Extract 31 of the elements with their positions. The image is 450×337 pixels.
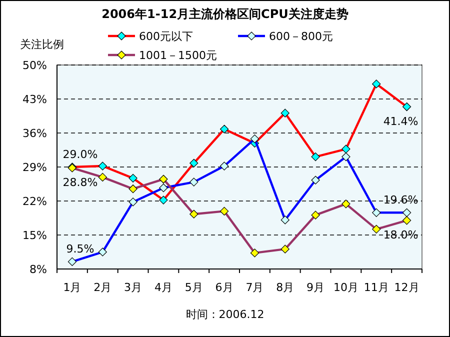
x-tick-label: 3月 <box>124 281 142 294</box>
data-label: 28.8% <box>62 176 98 189</box>
x-tick-label: 9月 <box>306 281 325 294</box>
x-tick-label: 8月 <box>276 281 294 294</box>
y-tick-label: 22% <box>22 194 47 208</box>
data-label: 29.0% <box>62 148 98 161</box>
y-tick-label: 43% <box>22 92 47 106</box>
x-tick-label: 4月 <box>154 281 172 294</box>
chart-title: 2006年1-12月主流价格区间CPU关注度走势 <box>102 7 348 21</box>
text: 时间：2006.12 <box>186 308 264 321</box>
y-tick-label: 8% <box>30 262 47 276</box>
data-label: 41.4% <box>383 114 418 128</box>
x-tick-label: 7月 <box>246 281 264 294</box>
x-tick-label: 10月 <box>333 281 358 294</box>
x-tick-label: 2月 <box>94 281 112 294</box>
legend-label: 600元以下 <box>139 30 193 43</box>
x-tick-label: 11月 <box>364 281 389 294</box>
y-tick-label: 15% <box>22 228 47 242</box>
legend-label: 1001－1500元 <box>139 48 217 62</box>
y-tick-label: 50% <box>22 58 47 72</box>
x-tick-label: 5月 <box>184 281 203 294</box>
y-tick-label: 36% <box>22 126 47 140</box>
y-tick-label: 29% <box>22 160 47 174</box>
data-label: 9.5% <box>66 242 94 256</box>
x-tick-label: 12月 <box>394 281 420 294</box>
x-tick-label: 1月 <box>63 281 82 294</box>
y-axis-title: 关注比例 <box>20 38 64 51</box>
data-label: 18.0% <box>383 228 418 242</box>
legend-label: 600－800元 <box>269 30 333 43</box>
data-label: 19.6% <box>383 194 418 207</box>
x-tick-label: 6月 <box>215 281 234 294</box>
